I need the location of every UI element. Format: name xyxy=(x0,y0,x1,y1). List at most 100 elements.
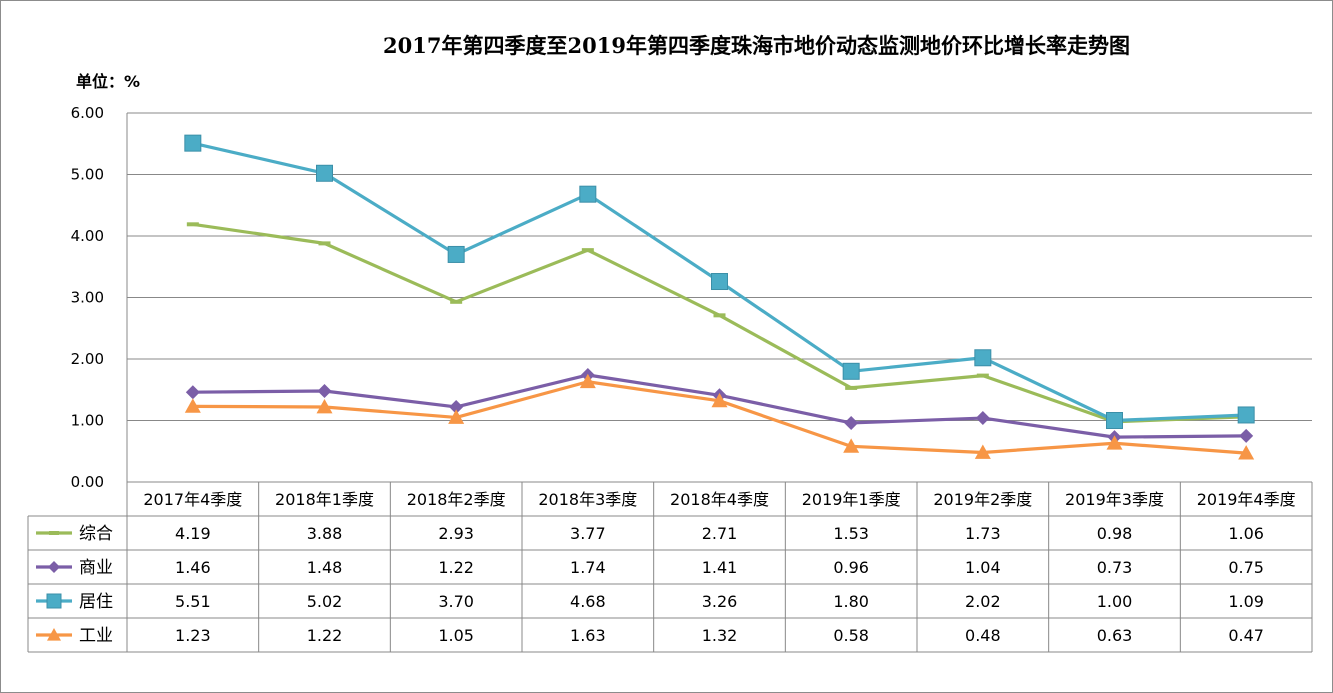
data-point xyxy=(186,222,199,227)
x-tick-label: 2017年4季度 xyxy=(143,490,242,509)
y-tick-label: 6.00 xyxy=(71,104,104,122)
data-label: 3.88 xyxy=(307,524,343,543)
data-label: 1.23 xyxy=(175,626,211,645)
chart-title: 2017年第四季度至2019年第四季度珠海市地价动态监测地价环比增长率走势图 xyxy=(383,33,1130,58)
series-2 xyxy=(184,134,1255,429)
data-label: 0.58 xyxy=(833,626,869,645)
legend-label: 工业 xyxy=(79,626,113,646)
data-point xyxy=(1106,435,1123,450)
data-label: 1.09 xyxy=(1228,592,1264,611)
data-label: 1.00 xyxy=(1097,592,1133,611)
table-row-0: 综合 4.19 3.88 2.93 3.77 2.71 1.53 1.73 0.98 1.06 xyxy=(36,524,1264,544)
data-point xyxy=(450,299,463,304)
data-label: 0.63 xyxy=(1097,626,1133,645)
data-label: 2.71 xyxy=(702,524,738,543)
data-point xyxy=(843,438,860,453)
legend-label: 商业 xyxy=(79,558,113,578)
data-point xyxy=(1239,428,1254,443)
data-label: 1.41 xyxy=(702,558,738,577)
data-point xyxy=(713,313,726,318)
data-point xyxy=(579,373,596,389)
legend-key-marker xyxy=(48,561,60,573)
data-label: 0.47 xyxy=(1228,626,1264,645)
data-point xyxy=(1106,412,1123,429)
x-tick-label: 2019年1季度 xyxy=(802,490,901,509)
series-3 xyxy=(184,373,1255,460)
data-label: 0.48 xyxy=(965,626,1001,645)
legend-key-marker xyxy=(47,628,61,641)
data-point xyxy=(448,409,465,424)
data-point xyxy=(184,134,202,152)
data-point xyxy=(184,398,201,413)
data-label: 1.73 xyxy=(965,524,1001,543)
data-label: 5.02 xyxy=(307,592,343,611)
table-row-1: 商业 1.46 1.48 1.22 1.74 1.41 0.96 1.04 0.73 0.75 xyxy=(36,558,1264,578)
data-label: 1.22 xyxy=(307,626,343,645)
y-tick-label: 3.00 xyxy=(71,289,104,307)
data-label: 2.93 xyxy=(438,524,474,543)
data-point xyxy=(581,248,594,253)
data-label: 1.48 xyxy=(307,558,343,577)
data-label: 4.19 xyxy=(175,524,211,543)
gridlines: 0.00 1.00 2.00 3.00 4.00 5.00 6.00 xyxy=(71,104,1312,491)
x-tick-label: 2018年1季度 xyxy=(275,490,374,509)
x-tick-label: 2018年2季度 xyxy=(407,490,506,509)
y-tick-label: 2.00 xyxy=(71,350,104,368)
data-point xyxy=(975,411,990,426)
data-label: 4.68 xyxy=(570,592,606,611)
data-point xyxy=(579,185,597,203)
data-label: 1.63 xyxy=(570,626,606,645)
data-label: 1.06 xyxy=(1228,524,1264,543)
data-label: 1.46 xyxy=(175,558,211,577)
data-point xyxy=(842,362,860,380)
data-point xyxy=(976,373,989,378)
data-label: 1.53 xyxy=(833,524,869,543)
y-tick-label: 1.00 xyxy=(71,412,104,430)
data-table: 2017年4季度 2018年1季度 2018年2季度 2018年3季度 2018年4季度… xyxy=(27,481,1313,653)
data-label: 1.22 xyxy=(438,558,474,577)
data-label: 0.96 xyxy=(833,558,869,577)
x-tick-label: 2019年4季度 xyxy=(1197,490,1296,509)
data-label: 0.73 xyxy=(1097,558,1133,577)
data-point xyxy=(447,245,465,263)
legend-key-marker xyxy=(46,593,62,609)
x-tick-label: 2018年4季度 xyxy=(670,490,769,509)
data-point xyxy=(449,399,464,414)
data-label: 1.04 xyxy=(965,558,1001,577)
legend-label: 居住 xyxy=(79,592,113,612)
data-label: 0.75 xyxy=(1228,558,1264,577)
data-label: 1.80 xyxy=(833,592,869,611)
data-point xyxy=(974,349,992,367)
data-point xyxy=(316,164,333,182)
data-point xyxy=(185,385,200,400)
data-point xyxy=(318,241,331,246)
x-tick-label: 2018年3季度 xyxy=(538,490,637,509)
data-point xyxy=(845,385,858,390)
unit-label: 单位：% xyxy=(76,72,141,91)
x-tick-label: 2019年2季度 xyxy=(933,490,1032,509)
data-point xyxy=(974,444,991,459)
x-tick-label: 2019年3季度 xyxy=(1065,490,1164,509)
data-label: 3.26 xyxy=(702,592,738,611)
data-point xyxy=(844,415,859,430)
data-point xyxy=(316,398,333,414)
legend-label: 综合 xyxy=(79,524,113,544)
data-point xyxy=(711,273,728,291)
y-tick-label: 5.00 xyxy=(71,166,104,184)
data-label: 2.02 xyxy=(965,592,1001,611)
data-point xyxy=(1237,406,1255,424)
data-label: 5.51 xyxy=(175,592,211,611)
data-point xyxy=(1238,445,1255,460)
data-label: 3.77 xyxy=(570,524,606,543)
data-label: 1.32 xyxy=(702,626,738,645)
table-row-2: 居住 5.51 5.02 3.70 4.68 3.26 1.80 2.02 1.00 1.09 xyxy=(36,592,1264,612)
table-row-3: 工业 1.23 1.22 1.05 1.63 1.32 0.58 0.48 0.63 0.47 xyxy=(36,626,1264,646)
data-label: 1.74 xyxy=(570,558,606,577)
data-label: 1.05 xyxy=(438,626,474,645)
legend-key-marker xyxy=(49,531,59,535)
data-point xyxy=(317,383,332,398)
data-label: 0.98 xyxy=(1097,524,1133,543)
y-tick-label: 4.00 xyxy=(71,227,104,245)
